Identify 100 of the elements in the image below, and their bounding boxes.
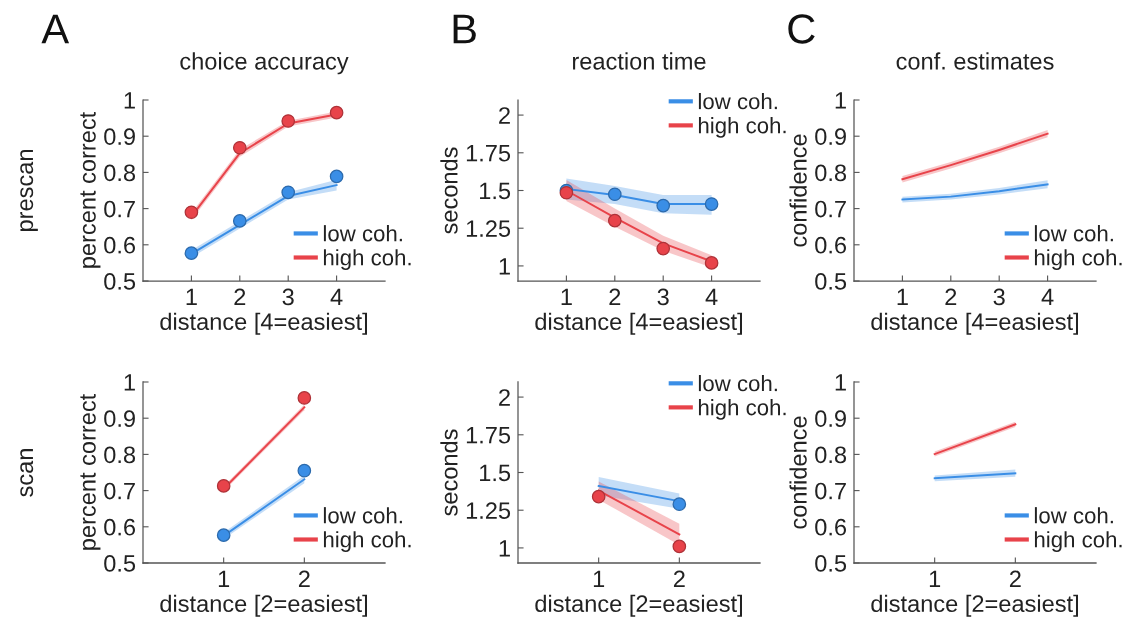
legend-label: low coh. [1034,225,1113,242]
x-tick-label: 4 [705,288,718,306]
legend-label: high coh. [1034,531,1122,552]
x-tick-label: 1 [186,288,197,306]
point [607,187,622,202]
x-axis-title: distance [4=easiest] [535,312,742,335]
point [297,391,312,405]
y-tick-label: 0.8 [815,164,847,182]
legend-label: low coh. [1034,507,1113,524]
point [672,539,687,554]
y-tick-label: 0.5 [104,555,136,572]
y-tick-label: 2 [499,107,510,124]
text: prescan [20,150,38,231]
x-tick-label: 2 [1009,570,1021,588]
y-tick-label: 0.8 [104,446,136,464]
chart-title: choice accuracy [180,52,349,75]
legend-label: low coh. [323,507,402,524]
point [656,198,671,213]
x-tick-label: 2 [609,288,621,306]
y-tick-label: 1 [499,258,510,275]
x-axis-title: distance [2=easiest] [535,594,742,617]
y-tick-label: 0.9 [104,128,135,145]
legend-label: low coh. [698,375,777,392]
point [672,497,687,512]
point [656,241,671,256]
text: B [453,14,476,44]
x-tick-label: 3 [657,288,669,306]
point [704,197,719,211]
y-tick-label: 1.25 [466,220,511,237]
chart-title: conf. estimates [896,52,1054,70]
text: A [41,14,70,44]
y-tick-label: 0.6 [104,236,136,254]
point [591,489,606,504]
y-tick-label: 1 [835,92,846,109]
point [329,105,344,120]
y-tick-label: 0.9 [815,410,846,427]
y-tick-label: 0.8 [815,446,847,464]
x-tick-label: 3 [282,288,294,306]
y-tick-label: 0.6 [815,518,847,536]
point [329,169,344,184]
x-axis-title: distance [4=easiest] [160,312,367,335]
y-tick-label: 0.9 [104,410,135,427]
x-tick-label: 2 [298,570,310,588]
y-tick-label: 0.9 [815,128,846,145]
point [184,205,199,220]
legend-label: high coh. [698,117,786,138]
y-axis-title: percent correct [80,111,101,268]
x-tick-label: 1 [218,570,230,588]
y-tick-label: 0.5 [815,555,847,572]
y-tick-label: 0.6 [104,518,136,536]
y-tick-label: 1 [124,374,135,391]
y-tick-label: 1.5 [480,182,511,200]
y-tick-label: 0.6 [815,236,847,254]
x-axis-title: distance [2=easiest] [871,594,1078,617]
point [281,114,296,128]
x-tick-label: 3 [993,288,1005,306]
x-tick-label: 2 [673,570,685,588]
point [216,528,231,542]
chart-title: reaction time [572,52,706,70]
point [297,463,312,478]
legend-label: high coh. [698,399,786,420]
point [232,140,247,155]
x-tick-label: 2 [234,288,246,306]
y-tick-label: 2 [499,389,510,406]
text: C [788,14,815,44]
y-tick-label: 0.7 [815,200,846,218]
y-tick-label: 0.7 [104,482,135,500]
y-tick-label: 0.5 [815,273,847,290]
point [281,185,296,200]
y-axis-title: percent correct [80,393,101,550]
y-tick-label: 0.5 [104,273,136,290]
x-tick-label: 4 [330,288,343,306]
x-tick-label: 1 [593,570,605,588]
x-axis-title: distance [4=easiest] [871,312,1078,335]
y-axis-title: confidence [789,416,807,529]
y-tick-label: 1 [124,92,135,109]
text: scan [20,449,34,497]
x-axis-title: distance [2=easiest] [160,594,367,617]
point [184,246,199,260]
legend-label: high coh. [323,531,411,552]
y-tick-label: 0.7 [104,200,135,218]
y-tick-label: 1 [499,540,510,557]
y-tick-label: 1.75 [466,145,511,162]
x-tick-label: 2 [945,288,957,306]
x-tick-label: 1 [561,288,572,306]
y-tick-label: 0.7 [815,482,846,500]
x-tick-label: 1 [897,288,908,306]
y-axis-title: seconds [440,147,458,234]
y-axis-title: confidence [789,134,807,247]
y-tick-label: 1.5 [480,464,511,482]
point [216,479,231,493]
point [704,256,719,270]
legend-label: high coh. [323,249,411,270]
point [607,213,622,228]
point [232,214,247,228]
x-tick-label: 4 [1041,288,1054,306]
legend-label: low coh. [698,93,777,110]
x-tick-label: 1 [929,570,941,588]
y-tick-label: 1 [835,374,846,391]
y-tick-label: 1.25 [466,502,511,519]
